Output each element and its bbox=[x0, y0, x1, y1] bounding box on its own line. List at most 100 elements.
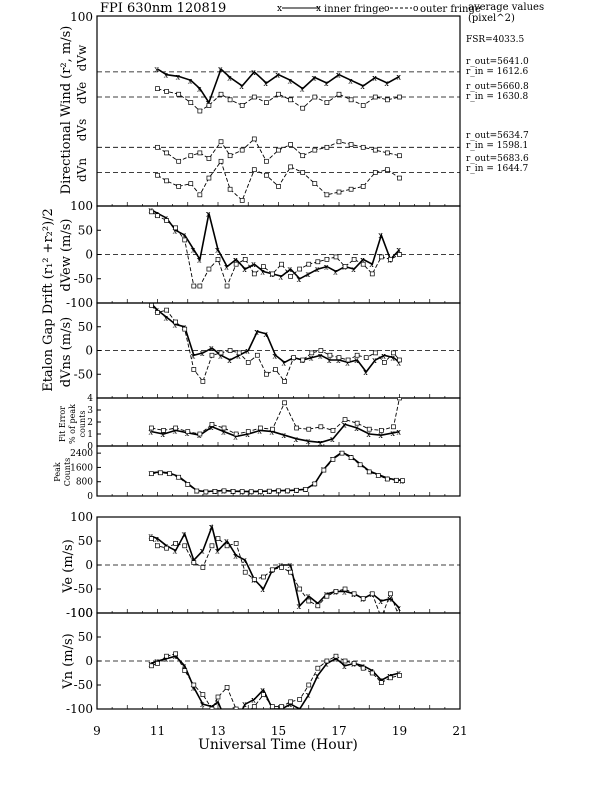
dVns-point-inner: x bbox=[354, 356, 359, 365]
xtick-label: 17 bbox=[331, 724, 346, 738]
dVew-point-inner: x bbox=[288, 265, 293, 274]
vn-point-outer bbox=[388, 675, 393, 681]
fit_error-point-outer bbox=[197, 431, 203, 437]
peak_counts-point-outer bbox=[348, 455, 354, 460]
svg-text:x: x bbox=[316, 4, 321, 14]
svg-text:o: o bbox=[413, 4, 418, 14]
peak_counts-point-outer bbox=[400, 478, 405, 483]
dVns-point-outer bbox=[173, 319, 178, 325]
dVew-point-outer bbox=[242, 257, 248, 262]
plot-panels: xxxxxxxxxxxxxxxxxxxxxx100xxxxxxxxxxxxxxx… bbox=[66, 10, 468, 738]
vn-point-inner: x bbox=[209, 703, 214, 712]
wind-point-outer bbox=[218, 91, 224, 97]
wind-point-inner: x bbox=[372, 73, 377, 82]
dVns-point-outer bbox=[391, 350, 396, 356]
peak_counts-point-outer bbox=[194, 488, 200, 494]
dVew-point-inner: x bbox=[279, 272, 284, 281]
wind-point-outer bbox=[385, 167, 390, 173]
fit_error-point-inner: x bbox=[257, 426, 262, 435]
dVew-point-inner: x bbox=[324, 263, 329, 272]
vn-point-outer bbox=[233, 706, 239, 709]
wind-point-outer bbox=[312, 94, 318, 100]
dVns-point-outer bbox=[182, 326, 188, 332]
wind-point-outer bbox=[206, 175, 212, 181]
ylabel-directional-wind: Directional Wind (r², m/s) bbox=[59, 26, 74, 195]
wind-point-outer bbox=[288, 142, 293, 147]
wind-point-outer bbox=[372, 170, 378, 175]
fit_error-point-inner: x bbox=[330, 435, 335, 444]
dVns-point-outer bbox=[245, 360, 251, 365]
wind-point-outer bbox=[336, 91, 342, 97]
legend-outer-label: outer fringe bbox=[420, 4, 481, 15]
svg-text:x: x bbox=[277, 4, 282, 14]
fit_error-point-outer bbox=[161, 428, 166, 433]
peak_counts-point-outer bbox=[230, 489, 236, 494]
ylabel-etalon-gap: Etalon Gap Drift (r₁² +r₂²)/2 bbox=[41, 208, 56, 392]
ytick-label: -100 bbox=[66, 606, 93, 620]
ve-point-outer bbox=[297, 586, 303, 592]
wind-point-outer bbox=[155, 172, 160, 178]
ve-point-outer bbox=[209, 543, 215, 549]
r-in-s: r_in = 1598.1 bbox=[466, 141, 528, 151]
vn-point-outer bbox=[288, 699, 293, 705]
dVew-point-outer bbox=[397, 252, 402, 257]
ve-point-inner: x bbox=[209, 523, 214, 532]
peak_counts-point-outer bbox=[375, 473, 381, 478]
dVew-point-outer bbox=[379, 254, 384, 260]
ytick-label: 0 bbox=[87, 492, 93, 502]
dVns-point-outer bbox=[164, 307, 169, 313]
dVns-point-inner: x bbox=[173, 320, 178, 329]
ve-point-inner: x bbox=[215, 547, 220, 556]
wind-point-inner: x bbox=[312, 73, 317, 82]
wind-point-outer bbox=[360, 184, 366, 189]
wind-point-outer bbox=[176, 184, 182, 189]
fit_error-series-0 bbox=[151, 423, 400, 444]
fit_error-point-outer bbox=[282, 400, 287, 406]
wind-point-outer bbox=[239, 198, 245, 203]
peak_counts-point-outer bbox=[158, 470, 163, 476]
vn-point-outer bbox=[155, 661, 160, 666]
vn-point-outer bbox=[215, 694, 221, 700]
ytick-label: 100 bbox=[70, 10, 93, 24]
ytick-label: 2 bbox=[87, 418, 93, 428]
panel-frame bbox=[96, 15, 461, 207]
dVew-point-outer bbox=[360, 261, 366, 267]
ylabel-counts: Counts bbox=[63, 458, 72, 487]
ve-point-inner: x bbox=[200, 547, 205, 556]
ve-point-outer bbox=[155, 543, 160, 549]
wind-point-outer bbox=[197, 108, 203, 114]
dVew-point-inner: x bbox=[397, 246, 402, 255]
wind-point-outer bbox=[155, 86, 160, 91]
dVew-point-outer bbox=[197, 283, 203, 289]
ve-point-outer bbox=[173, 541, 178, 546]
wind-point-inner: x bbox=[336, 71, 341, 80]
ylabel-fit-error-2: % of peak bbox=[68, 404, 77, 444]
vn-point-outer bbox=[243, 712, 247, 716]
fsr-label: FSR=4033.5 bbox=[466, 35, 524, 45]
wind-point-outer bbox=[276, 91, 281, 97]
fit_error-point-inner: x bbox=[318, 438, 323, 447]
vn-point-inner: x bbox=[164, 655, 169, 664]
panel-ve: xxxxxxxxxxxxxxxxxxxxxxxxxxxxx-100-500501… bbox=[66, 510, 461, 620]
ylabel-peak: Peak bbox=[53, 462, 62, 482]
dVns-point-inner: x bbox=[381, 351, 386, 360]
sublabel-dvn: dVn bbox=[75, 158, 89, 182]
vn-point-inner: x bbox=[288, 700, 293, 709]
wind-point-outer bbox=[336, 139, 342, 145]
wind-point-outer bbox=[372, 94, 378, 100]
wind-point-outer bbox=[164, 150, 169, 156]
dVns-point-inner: x bbox=[336, 356, 341, 365]
fit_error-point-outer bbox=[149, 425, 154, 431]
ve-point-outer bbox=[164, 545, 169, 551]
wind-point-outer bbox=[276, 147, 281, 153]
peak_counts-point-outer bbox=[149, 471, 154, 477]
ve-point-outer bbox=[369, 591, 375, 597]
wind-point-outer bbox=[218, 139, 224, 145]
ve-point-inner: x bbox=[233, 551, 238, 560]
vn-point-outer bbox=[224, 685, 230, 690]
fit_error-point-inner: x bbox=[294, 435, 299, 444]
wind-point-outer bbox=[397, 175, 402, 181]
fit_error-point-inner: x bbox=[354, 424, 359, 433]
